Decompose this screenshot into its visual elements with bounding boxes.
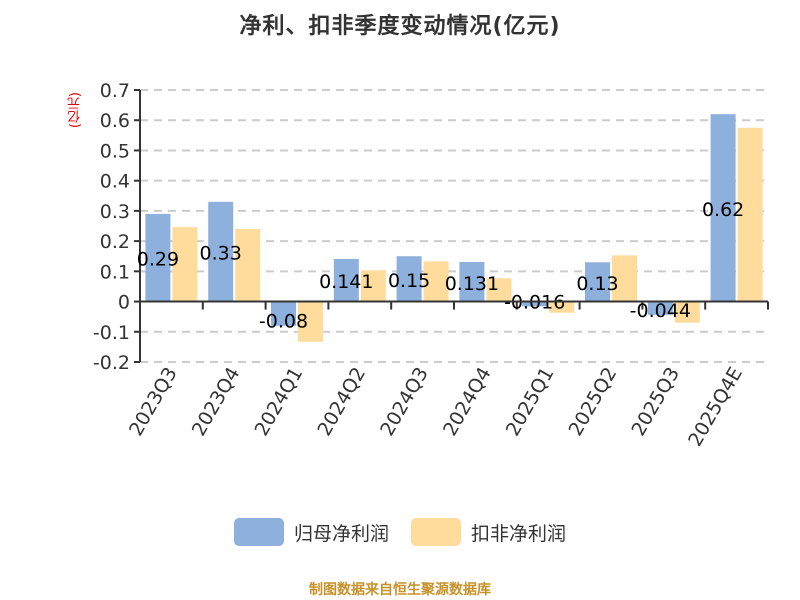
x-tick-label: 2023Q3 (125, 364, 182, 440)
data-label: -0.044 (630, 300, 691, 322)
legend: 归母净利润 扣非净利润 (0, 518, 800, 546)
x-tick-label: 2025Q4E (684, 364, 747, 451)
bar[interactable] (271, 301, 296, 326)
bar[interactable] (145, 213, 171, 302)
data-label: 0.141 (319, 271, 373, 293)
x-tick-label: 2024Q4 (439, 364, 496, 440)
bar[interactable] (298, 301, 323, 342)
x-tick-label: 2025Q2 (565, 364, 622, 440)
legend-label-deducted-profit: 扣非净利润 (471, 522, 567, 545)
legend-swatch-net-profit (233, 518, 284, 546)
y-tick-label: 0.7 (100, 80, 130, 102)
bar[interactable] (423, 261, 449, 302)
bar[interactable] (737, 127, 763, 302)
bar[interactable] (235, 229, 261, 302)
data-label: -0.08 (259, 311, 308, 333)
legend-label-net-profit: 归母净利润 (293, 522, 389, 545)
y-tick-label: 0.5 (100, 140, 130, 162)
source-footer: 制图数据来自恒生聚源数据库 (309, 582, 491, 598)
y-tick-label: 0.3 (100, 201, 130, 223)
data-label: 0.62 (702, 199, 744, 221)
data-label: 0.29 (137, 249, 179, 271)
x-tick-label: 2025Q3 (627, 364, 684, 440)
bar[interactable] (360, 270, 386, 302)
chart-title: 净利、扣非季度变动情况(亿元) (239, 14, 561, 39)
bar[interactable] (585, 262, 610, 302)
y-tick-label: -0.2 (93, 352, 130, 374)
y-tick-label: 0.2 (100, 231, 130, 253)
data-label: 0.15 (388, 270, 430, 292)
bar[interactable] (710, 114, 736, 302)
bar[interactable] (172, 227, 198, 302)
bar[interactable] (396, 256, 422, 302)
bar[interactable] (549, 301, 575, 313)
bar[interactable] (459, 261, 485, 302)
y-tick-label: -0.1 (93, 322, 130, 344)
y-tick-label: 0 (118, 292, 130, 314)
bar[interactable] (647, 301, 673, 315)
y-tick-label: 0.4 (100, 171, 130, 193)
bar[interactable] (522, 301, 548, 307)
y-tick-label: 0.6 (100, 110, 130, 132)
bar-chart-plot: -0.2 -0.1 0 0.1 0.2 0.3 0.4 0.5 0.6 0.7 0.29 2023Q3… (93, 80, 769, 451)
x-tick-label: 2024Q2 (313, 364, 370, 440)
legend-item-net-profit[interactable]: 归母净利润 (233, 518, 389, 546)
bar[interactable] (674, 301, 700, 323)
x-tick-label: 2024Q3 (376, 364, 433, 440)
legend-item-deducted-profit[interactable]: 扣非净利润 (411, 518, 566, 546)
legend-swatch-deducted-profit (411, 518, 461, 546)
x-tick-label: 2023Q4 (188, 364, 245, 440)
x-tick-label: 2024Q1 (251, 364, 308, 440)
x-tick-label: 2025Q1 (502, 364, 559, 440)
bar[interactable] (333, 258, 359, 302)
y-tick-label: 0.1 (100, 261, 130, 283)
bar[interactable] (486, 278, 512, 302)
data-label: 0.131 (445, 273, 499, 295)
data-label: 0.33 (200, 243, 242, 265)
data-label: 0.13 (576, 273, 618, 295)
bar[interactable] (612, 255, 637, 302)
bar[interactable] (208, 201, 234, 302)
